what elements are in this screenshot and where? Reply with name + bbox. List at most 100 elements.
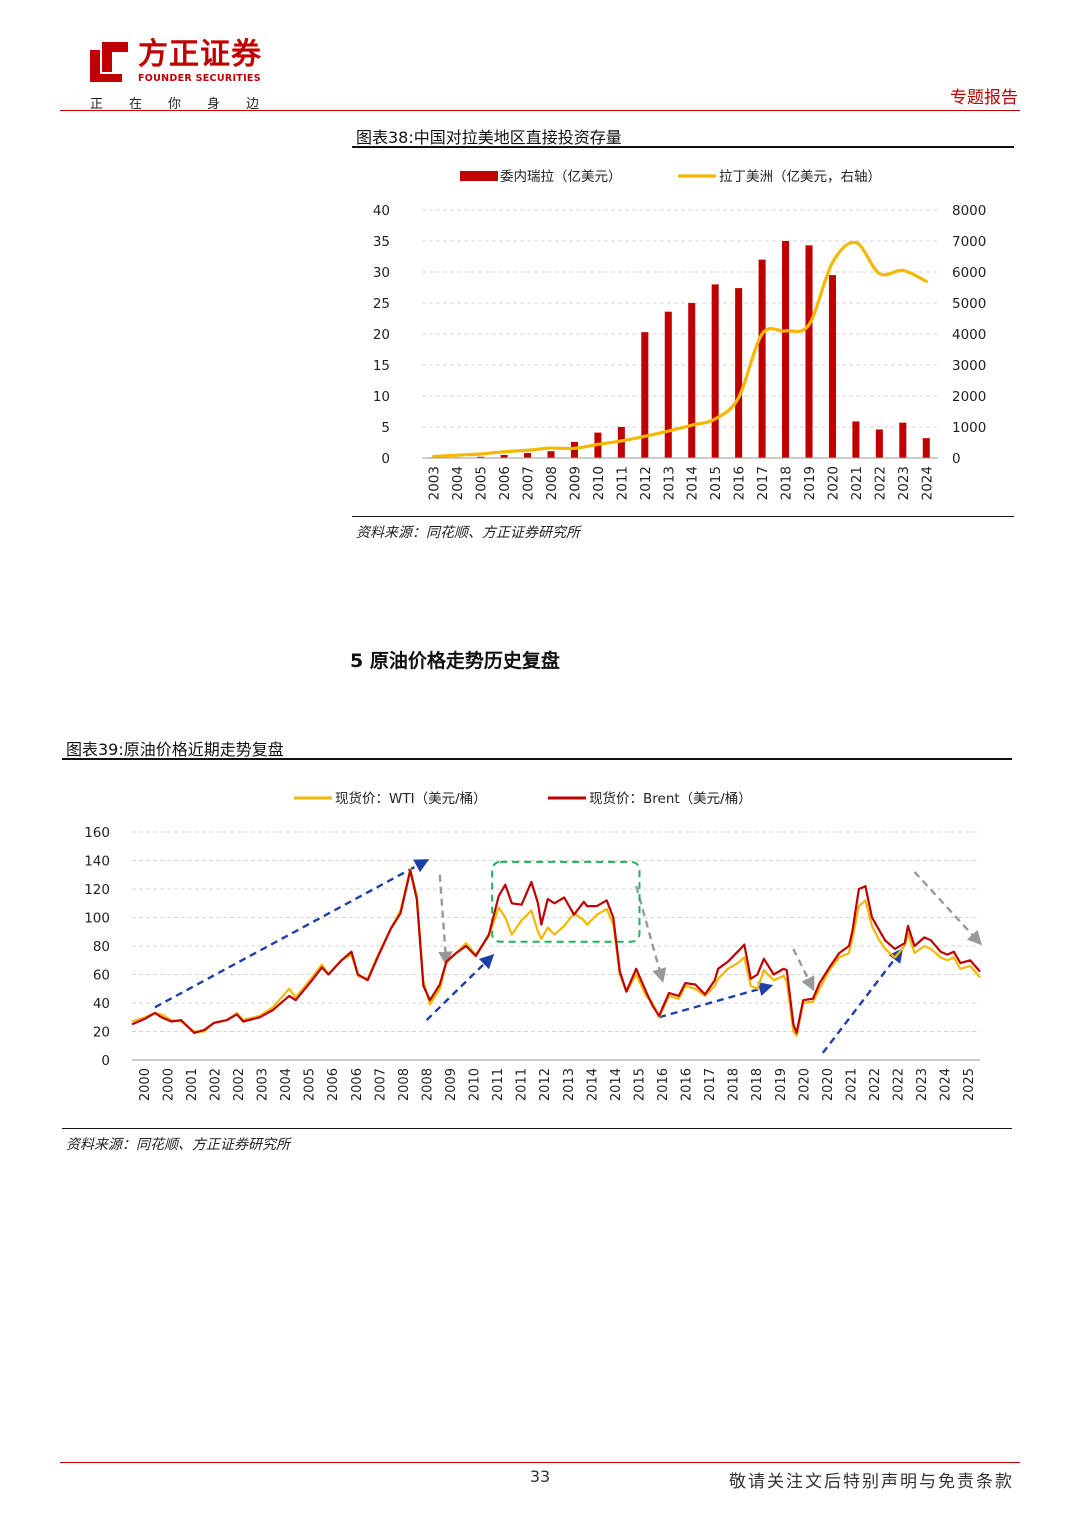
y-right-tick-label: 6000: [952, 265, 986, 281]
x-tick-label: 2022: [892, 1068, 907, 1101]
chart38-latam-line: [432, 240, 928, 459]
y-left-tick-label: 15: [373, 358, 390, 374]
x-tick-label: 2020: [821, 1068, 836, 1101]
downtrend-arrow: [635, 885, 667, 983]
y-right-tick-label: 1000: [952, 420, 986, 436]
x-tick-label: 2025: [962, 1068, 977, 1101]
logo-english-name: FOUNDER SECURITIES: [138, 73, 261, 84]
x-tick-label: 2024: [939, 1068, 954, 1101]
x-tick-label: 2018: [779, 466, 795, 500]
chart39-top-rule: [62, 758, 1012, 760]
plateau-box: [491, 860, 641, 943]
x-tick-label: 2022: [872, 466, 888, 500]
bar-venezuela: [735, 288, 743, 458]
bar-venezuela: [711, 284, 719, 458]
chart38-top-rule: [352, 146, 1014, 148]
y-tick-label: 160: [84, 825, 110, 841]
report-type: 专题报告: [950, 88, 1018, 108]
bar-venezuela: [782, 241, 790, 458]
y-right-tick-label: 0: [952, 451, 961, 467]
chart39-axis-labels: 0 20 40 60 80 100 120 140 160 2000 2000 2001 2002 200…: [84, 825, 980, 1101]
bar-venezuela: [524, 453, 532, 458]
x-tick-label: 2014: [585, 1068, 600, 1101]
x-tick-label: 2021: [849, 466, 865, 500]
legend-wti-label: 现货价：WTI（美元/桶）: [335, 790, 487, 807]
y-left-tick-label: 40: [373, 203, 390, 219]
bar-venezuela: [805, 245, 813, 458]
x-tick-label: 2013: [562, 1068, 577, 1101]
downtrend-arrow: [438, 874, 453, 966]
x-tick-label: 2009: [444, 1068, 459, 1101]
x-tick-label: 2009: [567, 466, 583, 500]
x-tick-label: 2006: [350, 1068, 365, 1101]
logo-chinese-name: 方正证券: [138, 37, 262, 72]
x-tick-label: 2002: [232, 1068, 247, 1101]
header-divider: [60, 110, 1020, 111]
chart39-wti-line: [131, 867, 981, 1037]
bar-venezuela: [922, 438, 930, 458]
bar-venezuela: [828, 275, 836, 458]
y-tick-label: 120: [84, 882, 110, 898]
x-tick-label: 2000: [161, 1068, 176, 1101]
chart39-figure: 0 20 40 60 80 100 120 140 160 2000 2000 2001 2002 200…: [84, 790, 982, 1101]
chart38-axis-labels: 0 5 10 15 20 25 30 35 40 0 1000 2000 3000 4000 5000 600…: [373, 203, 987, 500]
bar-venezuela: [899, 422, 907, 458]
x-tick-label: 2019: [774, 1068, 789, 1101]
chart39-brent-line: [131, 869, 981, 1034]
uptrend-arrow: [154, 859, 430, 1009]
y-right-tick-label: 8000: [952, 203, 986, 219]
x-tick-label: 2006: [497, 466, 513, 500]
legend-bar-swatch: [460, 171, 498, 181]
x-tick-label: 2011: [491, 1068, 506, 1101]
disclaimer: 敬请关注文后特别声明与免责条款: [729, 1472, 1014, 1492]
y-right-tick-label: 7000: [952, 234, 986, 250]
x-tick-label: 2003: [427, 466, 443, 500]
x-tick-label: 2014: [685, 466, 701, 500]
x-tick-label: 2005: [303, 1068, 318, 1101]
bar-venezuela: [477, 456, 485, 458]
x-tick-label: 2015: [708, 466, 724, 500]
bar-venezuela: [688, 303, 696, 458]
x-tick-label: 2023: [896, 466, 912, 500]
x-tick-label: 2007: [521, 466, 537, 500]
chart39-source: 资料来源：同花顺、方正证券研究所: [66, 1137, 290, 1153]
y-tick-label: 140: [84, 854, 110, 870]
y-left-tick-label: 10: [373, 389, 390, 405]
chart38-figure: 0 5 10 15 20 25 30 35 40 0 1000 2000 3000 4000 5000 600…: [373, 169, 987, 500]
y-right-tick-label: 4000: [952, 327, 986, 343]
downtrend-arrow: [792, 948, 815, 992]
bar-venezuela: [547, 451, 555, 458]
chart39-legend: 现货价：WTI（美元/桶） 现货价：Brent（美元/桶）: [294, 790, 752, 807]
y-left-tick-label: 30: [373, 265, 390, 281]
uptrend-arrow: [658, 982, 774, 1019]
x-tick-label: 2012: [638, 466, 654, 500]
bar-venezuela: [758, 259, 766, 458]
x-tick-label: 2019: [802, 466, 818, 500]
x-tick-label: 2016: [732, 466, 748, 500]
x-tick-label: 2018: [727, 1068, 742, 1101]
x-tick-label: 2012: [538, 1068, 553, 1101]
y-left-tick-label: 20: [373, 327, 390, 343]
bar-venezuela: [641, 332, 649, 458]
downtrend-arrow: [913, 871, 982, 946]
chart38-bottom-rule: [352, 516, 1014, 517]
legend-latam-label: 拉丁美洲（亿美元，右轴）: [719, 169, 881, 185]
chart38-caption: 图表38:中国对拉美地区直接投资存量: [356, 128, 622, 147]
x-tick-label: 2003: [256, 1068, 271, 1101]
y-right-tick-label: 2000: [952, 389, 986, 405]
bar-venezuela: [664, 311, 672, 458]
x-tick-label: 2016: [680, 1068, 695, 1101]
y-right-tick-label: 5000: [952, 296, 986, 312]
x-tick-label: 2022: [868, 1068, 883, 1101]
y-right-tick-label: 3000: [952, 358, 986, 374]
x-tick-label: 2024: [919, 466, 935, 500]
x-tick-label: 2017: [703, 1068, 718, 1101]
x-tick-label: 2002: [208, 1068, 223, 1101]
y-tick-label: 80: [93, 939, 110, 955]
x-tick-label: 2014: [609, 1068, 624, 1101]
x-tick-label: 2007: [373, 1068, 388, 1101]
x-tick-label: 2016: [656, 1068, 671, 1101]
y-tick-label: 20: [93, 1025, 110, 1041]
x-tick-label: 2015: [632, 1068, 647, 1101]
chart39-gridlines: [132, 831, 980, 1032]
